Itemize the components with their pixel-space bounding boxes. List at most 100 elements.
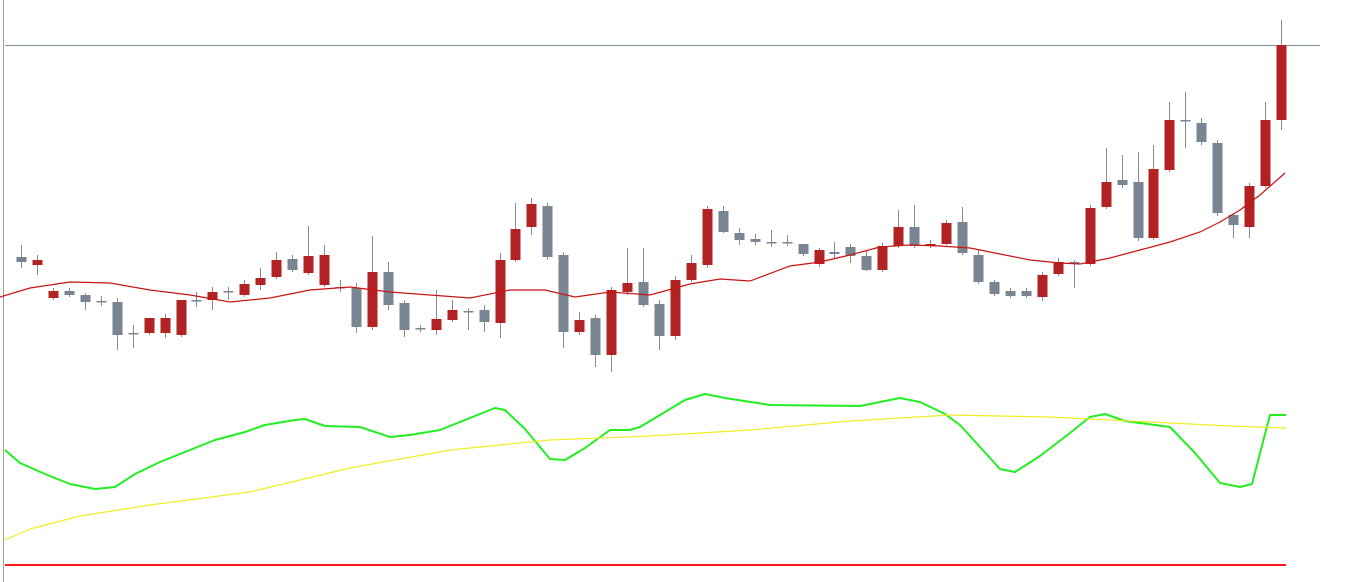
candlestick [1276, 20, 1287, 130]
candlestick [686, 255, 697, 282]
candle-body [144, 318, 155, 333]
candle-body [1260, 120, 1271, 186]
candlestick [1148, 145, 1159, 240]
candlestick [782, 235, 793, 246]
candle-body [782, 242, 793, 244]
candlestick [191, 292, 202, 307]
candlestick [845, 244, 856, 263]
candle-body [1228, 215, 1239, 225]
candle-body [191, 300, 202, 302]
candle-body [941, 223, 952, 244]
candlestick [351, 283, 362, 333]
candlestick [941, 220, 952, 245]
candlestick [431, 290, 442, 335]
candle-body [16, 257, 27, 262]
candlestick [1180, 92, 1191, 148]
candle-body [957, 222, 968, 253]
candlestick [1228, 213, 1239, 238]
candle-body [829, 252, 840, 254]
candlestick [447, 300, 458, 322]
candle-body [861, 256, 872, 270]
candle-body [463, 311, 474, 313]
candle-body [877, 246, 888, 270]
candle-body [287, 259, 298, 270]
candle-body [558, 255, 569, 332]
candle-body [766, 242, 777, 244]
candlestick [112, 298, 123, 350]
candle-body [1148, 169, 1159, 238]
candlestick [750, 234, 761, 245]
candle-body [702, 209, 713, 265]
candle-body [207, 292, 218, 300]
candlestick [255, 268, 266, 290]
candlestick [399, 300, 410, 337]
candle-body [845, 247, 856, 256]
candle-body [973, 255, 984, 282]
candlestick [415, 325, 426, 332]
candle-body [1117, 180, 1128, 185]
candle-body [1037, 275, 1048, 297]
candlestick [144, 318, 155, 335]
candlestick [239, 280, 250, 297]
candlestick [271, 252, 282, 279]
candlestick [1133, 152, 1144, 241]
candle-body [925, 244, 936, 246]
candlestick [1244, 183, 1255, 238]
candlestick [48, 288, 59, 300]
candlestick [654, 300, 665, 350]
candle-body [1212, 143, 1223, 213]
candlestick [622, 248, 633, 295]
candlestick [542, 203, 553, 260]
candle-body [989, 282, 1000, 294]
candle-body [383, 272, 394, 305]
candle-body [734, 233, 745, 240]
candle-body [542, 206, 553, 257]
candlestick [606, 287, 617, 372]
candle-body [447, 310, 458, 320]
candlestick [526, 198, 537, 235]
candlestick [383, 262, 394, 310]
candle-body [1101, 182, 1112, 207]
candle-body [798, 244, 809, 254]
candlestick [1021, 288, 1032, 298]
candlestick [893, 210, 904, 248]
candlestick [1101, 148, 1112, 209]
candlestick [861, 250, 872, 271]
candle-body [1053, 262, 1064, 274]
candlestick [223, 287, 234, 300]
candlestick [574, 312, 585, 335]
candlestick [319, 245, 330, 287]
candlestick [909, 205, 920, 248]
candlestick [32, 255, 43, 275]
candle-body [319, 255, 330, 285]
candle-body [814, 250, 825, 264]
candlestick [64, 288, 75, 297]
candlestick [510, 203, 521, 262]
candlestick [590, 315, 601, 367]
candlestick [128, 325, 139, 348]
candlestick [367, 236, 378, 330]
candle-body [1069, 262, 1080, 264]
candle-body [431, 319, 442, 330]
candle-body [32, 260, 43, 265]
candle-body [1005, 291, 1016, 296]
candle-body [303, 256, 314, 273]
candlestick [798, 244, 809, 256]
candlestick [973, 250, 984, 284]
candlestick [160, 314, 171, 338]
candlestick [1005, 288, 1016, 298]
candlestick [80, 293, 91, 310]
candle-body [80, 295, 91, 302]
candle-body [622, 283, 633, 292]
candlestick [1164, 102, 1175, 172]
candle-body [1180, 120, 1191, 122]
candle-body [223, 291, 234, 293]
candlestick [1069, 260, 1080, 288]
candle-body [479, 310, 490, 322]
oscillator-line [4, 393, 1286, 490]
candle-body [128, 333, 139, 335]
candle-body [590, 318, 601, 355]
candlestick [877, 243, 888, 272]
candle-body [367, 272, 378, 327]
price-moving-average-line [0, 172, 1286, 303]
